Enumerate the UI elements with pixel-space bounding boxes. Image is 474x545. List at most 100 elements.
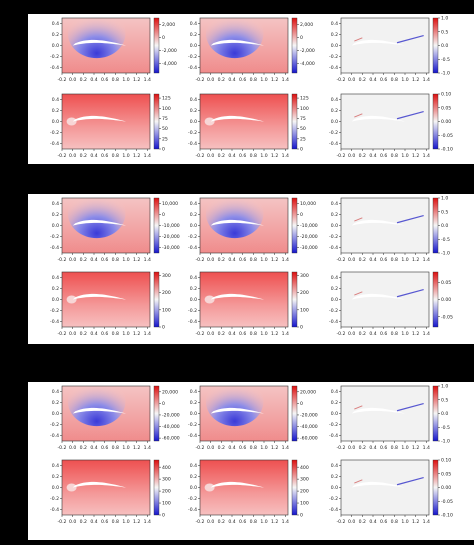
y-tick-label: 0.0 [190, 297, 197, 303]
x-tick-label: 0.2 [80, 331, 87, 337]
x-tick-label: 0.2 [218, 153, 225, 159]
colorbar-tick-label: 0 [300, 513, 303, 519]
x-tick-label: 0.2 [359, 257, 366, 263]
field-background [200, 460, 288, 515]
x-tick-label: 1.2 [133, 445, 140, 451]
plot-panel: -0.2 0.0 0.2 0.4 0.6 0.8 1.0 1.2 1.40.40.20.0-0.… [50, 8, 177, 83]
x-tick-label: 0.6 [380, 153, 387, 159]
x-tick-label: 0.4 [228, 153, 235, 159]
x-tick-label: 1.4 [423, 519, 430, 525]
colorbar [153, 385, 160, 442]
y-tick-label: -0.2 [188, 234, 197, 240]
x-tick-label: -0.2 [58, 153, 67, 159]
y-tick-label: -0.4 [188, 245, 197, 251]
x-tick-label: 1.4 [282, 257, 289, 263]
suction-region [205, 8, 264, 59]
colorbar-tick-label: 400 [300, 465, 309, 471]
y-tick-label: 0.2 [52, 32, 59, 38]
colorbar-tick-label: 0 [300, 325, 303, 331]
x-tick-label: 0.6 [380, 519, 387, 525]
colorbar [291, 271, 298, 328]
colorbar [153, 17, 160, 74]
x-tick-label: -0.2 [196, 77, 205, 83]
x-tick-label: 0.4 [369, 77, 376, 83]
plot-panel: -0.2 0.0 0.2 0.4 0.6 0.8 1.0 1.2 1.40.40.20.0-0.… [329, 196, 450, 263]
x-tick-label: 0.4 [90, 77, 97, 83]
plot-panel: -0.2 0.0 0.2 0.4 0.6 0.8 1.0 1.2 1.40.40.20.0-0.… [50, 93, 171, 159]
airfoil [351, 219, 405, 226]
colorbar-tick-label: 0 [300, 35, 303, 41]
colorbar-tick-label: 0.00 [441, 119, 451, 125]
x-tick-label: 0.2 [359, 331, 366, 337]
y-tick-label: 0.2 [331, 400, 338, 406]
airfoil [72, 293, 126, 300]
y-tick-label: -0.4 [329, 507, 338, 513]
colorbar-tick-label: 300 [300, 477, 309, 483]
colorbar-tick-label: -0.10 [441, 147, 453, 153]
x-tick-label: 0.4 [90, 153, 97, 159]
airfoil [210, 39, 264, 46]
airfoil [351, 293, 405, 300]
field-background [62, 272, 150, 327]
x-tick-label: 1.4 [423, 331, 430, 337]
error-streak [396, 215, 424, 224]
y-tick-label: 0.2 [190, 32, 197, 38]
colorbar-tick-label: 100 [300, 106, 309, 112]
y-tick-label: 0.4 [52, 463, 59, 469]
y-tick-label: 0.0 [52, 119, 59, 125]
colorbar-tick-label: -1.0 [441, 251, 450, 257]
y-tick-label: 0.4 [190, 21, 197, 27]
x-tick-label: -0.2 [58, 445, 67, 451]
x-tick-label: 1.2 [133, 331, 140, 337]
colorbar-tick-label: 200 [162, 489, 171, 495]
y-tick-label: 0.2 [190, 474, 197, 480]
colorbar-tick-label: 100 [162, 307, 171, 313]
x-tick-label: 0.2 [359, 445, 366, 451]
plot-panel: -0.2 0.0 0.2 0.4 0.6 0.8 1.0 1.2 1.40.40.20.0-0.… [50, 271, 171, 337]
y-tick-label: 0.0 [52, 411, 59, 417]
x-tick-label: 1.2 [133, 77, 140, 83]
y-tick-label: 0.4 [331, 201, 338, 207]
plot-panel: -0.2 0.0 0.2 0.4 0.6 0.8 1.0 1.2 1.40.40.20.0-0.… [50, 376, 180, 451]
x-tick-label: 0.6 [101, 257, 108, 263]
y-tick-label: -0.4 [50, 65, 59, 71]
y-tick-label: -0.4 [50, 507, 59, 513]
y-tick-label: 0.4 [52, 201, 59, 207]
y-tick-label: 0.4 [190, 97, 197, 103]
x-tick-label: 1.0 [401, 519, 408, 525]
colorbar [432, 93, 439, 150]
y-tick-label: -0.4 [329, 141, 338, 147]
x-tick-label: 1.0 [260, 257, 267, 263]
x-tick-label: 0.6 [380, 257, 387, 263]
x-tick-label: 1.4 [282, 77, 289, 83]
x-tick-label: -0.2 [196, 257, 205, 263]
colorbar-tick-label: 0.0 [441, 411, 448, 417]
x-tick-label: 0.2 [359, 153, 366, 159]
airfoil [72, 407, 126, 414]
x-tick-label: -0.2 [337, 445, 346, 451]
colorbar [153, 459, 160, 516]
field-background [62, 460, 150, 515]
colorbar-tick-label: 0.05 [441, 105, 451, 111]
y-tick-label: 0.2 [190, 400, 197, 406]
x-tick-label: 1.4 [144, 519, 151, 525]
y-tick-label: 0.2 [52, 474, 59, 480]
x-tick-label: 0.2 [359, 519, 366, 525]
y-tick-label: 0.2 [52, 108, 59, 114]
y-tick-label: -0.4 [188, 65, 197, 71]
x-tick-label: 0.0 [207, 519, 214, 525]
colorbar-tick-label: 300 [300, 273, 309, 279]
y-tick-label: 0.4 [52, 97, 59, 103]
field-background [341, 272, 429, 327]
x-tick-label: 1.4 [423, 77, 430, 83]
y-tick-label: -0.4 [50, 319, 59, 325]
x-tick-label: 1.2 [412, 445, 419, 451]
x-tick-label: 0.2 [80, 257, 87, 263]
x-tick-label: 0.8 [112, 331, 119, 337]
y-tick-label: -0.2 [50, 308, 59, 314]
colorbar-tick-label: 125 [300, 96, 309, 102]
x-tick-label: 1.4 [282, 445, 289, 451]
x-tick-label: 1.0 [122, 519, 129, 525]
x-tick-label: 0.6 [101, 153, 108, 159]
colorbar-tick-label: 0 [162, 401, 165, 407]
